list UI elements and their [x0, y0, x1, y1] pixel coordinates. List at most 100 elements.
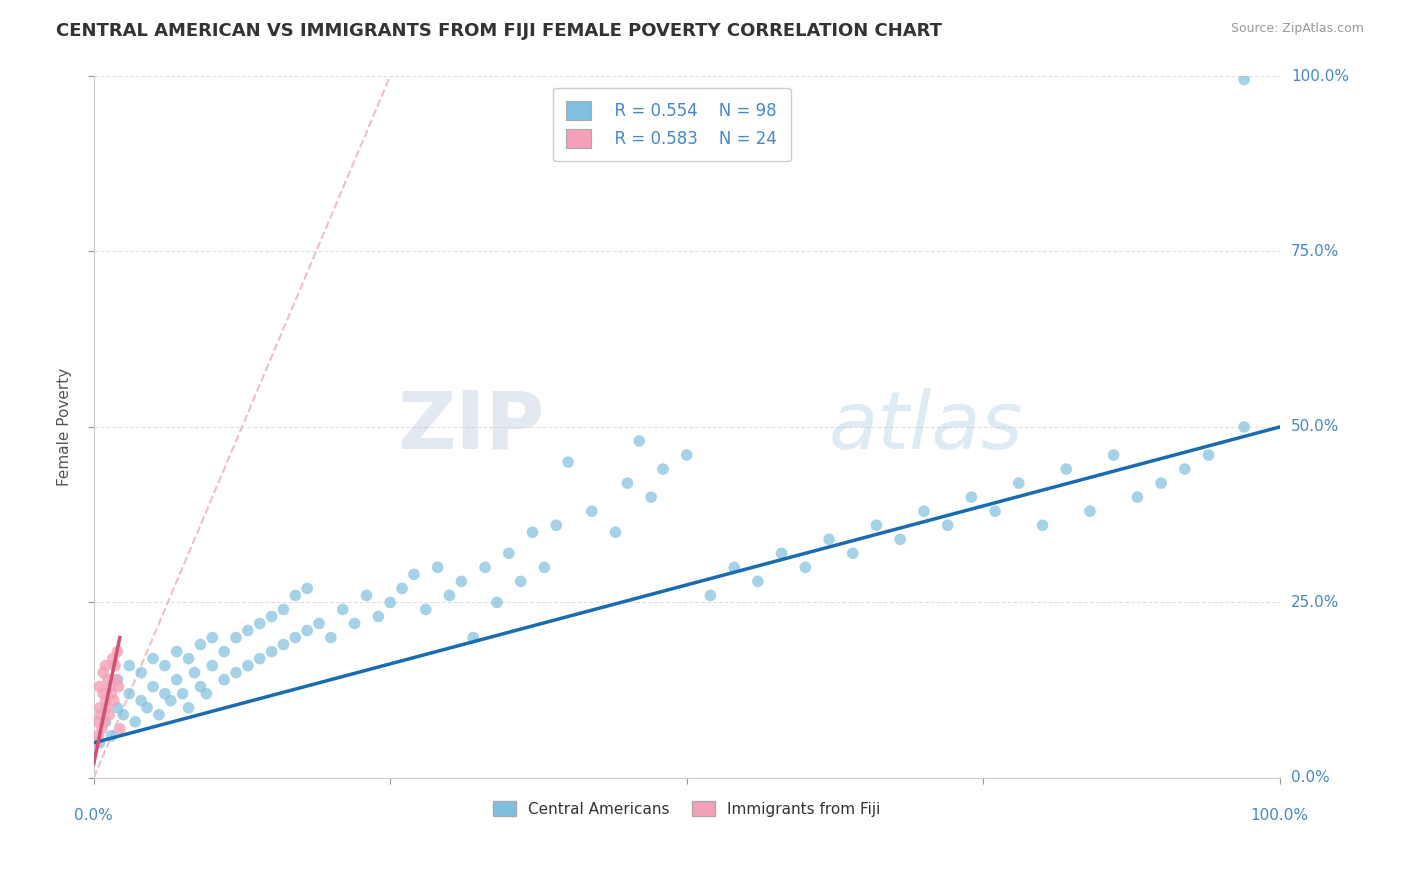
- Point: [98, 707, 121, 722]
- Point: [236, 658, 259, 673]
- Point: [177, 651, 200, 665]
- Point: [112, 707, 135, 722]
- Point: [450, 574, 472, 589]
- Point: [380, 595, 402, 609]
- Point: [153, 658, 176, 673]
- Point: [1102, 448, 1125, 462]
- Point: [89, 736, 111, 750]
- Point: [984, 504, 1007, 518]
- Point: [172, 687, 194, 701]
- Point: [522, 525, 544, 540]
- Text: 25.0%: 25.0%: [1291, 595, 1339, 610]
- Point: [747, 574, 769, 589]
- Point: [166, 644, 188, 658]
- Point: [652, 462, 675, 476]
- Text: ZIP: ZIP: [396, 388, 544, 466]
- Point: [415, 602, 437, 616]
- Point: [367, 609, 389, 624]
- Point: [124, 714, 146, 729]
- Point: [1150, 476, 1173, 491]
- Point: [1198, 448, 1220, 462]
- Point: [273, 602, 295, 616]
- Point: [153, 687, 176, 701]
- Point: [842, 546, 865, 560]
- Point: [960, 490, 983, 504]
- Text: Source: ZipAtlas.com: Source: ZipAtlas.com: [1230, 22, 1364, 36]
- Point: [391, 582, 413, 596]
- Point: [89, 680, 111, 694]
- Point: [212, 644, 235, 658]
- Point: [426, 560, 449, 574]
- Point: [129, 694, 152, 708]
- Point: [94, 694, 117, 708]
- Text: 75.0%: 75.0%: [1291, 244, 1339, 259]
- Point: [546, 518, 568, 533]
- Point: [183, 665, 205, 680]
- Point: [105, 673, 128, 687]
- Point: [260, 609, 283, 624]
- Point: [699, 589, 721, 603]
- Point: [118, 687, 141, 701]
- Point: [118, 658, 141, 673]
- Point: [1054, 462, 1077, 476]
- Text: CENTRAL AMERICAN VS IMMIGRANTS FROM FIJI FEMALE POVERTY CORRELATION CHART: CENTRAL AMERICAN VS IMMIGRANTS FROM FIJI…: [56, 22, 942, 40]
- Point: [675, 448, 697, 462]
- Y-axis label: Female Poverty: Female Poverty: [58, 368, 72, 486]
- Point: [107, 673, 129, 687]
- Point: [912, 504, 935, 518]
- Point: [485, 595, 508, 609]
- Point: [295, 582, 318, 596]
- Point: [104, 658, 127, 673]
- Point: [225, 665, 247, 680]
- Point: [93, 714, 115, 729]
- Point: [557, 455, 579, 469]
- Point: [201, 631, 224, 645]
- Point: [273, 638, 295, 652]
- Point: [533, 560, 555, 574]
- Point: [818, 533, 841, 547]
- Point: [100, 729, 122, 743]
- Point: [177, 700, 200, 714]
- Point: [640, 490, 662, 504]
- Point: [136, 700, 159, 714]
- Point: [249, 616, 271, 631]
- Point: [865, 518, 887, 533]
- Point: [129, 665, 152, 680]
- Point: [581, 504, 603, 518]
- Point: [284, 589, 307, 603]
- Point: [108, 722, 131, 736]
- Point: [295, 624, 318, 638]
- Point: [319, 631, 342, 645]
- Text: 0.0%: 0.0%: [1291, 771, 1330, 786]
- Point: [195, 687, 218, 701]
- Point: [498, 546, 520, 560]
- Point: [91, 665, 114, 680]
- Legend: Central Americans, Immigrants from Fiji: Central Americans, Immigrants from Fiji: [486, 795, 887, 823]
- Point: [1031, 518, 1053, 533]
- Point: [190, 680, 212, 694]
- Point: [463, 631, 485, 645]
- Point: [107, 700, 129, 714]
- Point: [628, 434, 651, 448]
- Point: [107, 680, 129, 694]
- Point: [87, 729, 110, 743]
- Point: [84, 736, 107, 750]
- Point: [166, 673, 188, 687]
- Point: [509, 574, 531, 589]
- Point: [249, 651, 271, 665]
- Text: 100.0%: 100.0%: [1291, 69, 1348, 84]
- Point: [86, 714, 108, 729]
- Point: [89, 700, 111, 714]
- Point: [343, 616, 366, 631]
- Point: [212, 673, 235, 687]
- Text: atlas: atlas: [830, 388, 1024, 466]
- Point: [94, 714, 117, 729]
- Point: [96, 700, 118, 714]
- Point: [100, 687, 122, 701]
- Point: [190, 638, 212, 652]
- Point: [201, 658, 224, 673]
- Point: [98, 680, 121, 694]
- Point: [1078, 504, 1101, 518]
- Point: [794, 560, 817, 574]
- Point: [616, 476, 638, 491]
